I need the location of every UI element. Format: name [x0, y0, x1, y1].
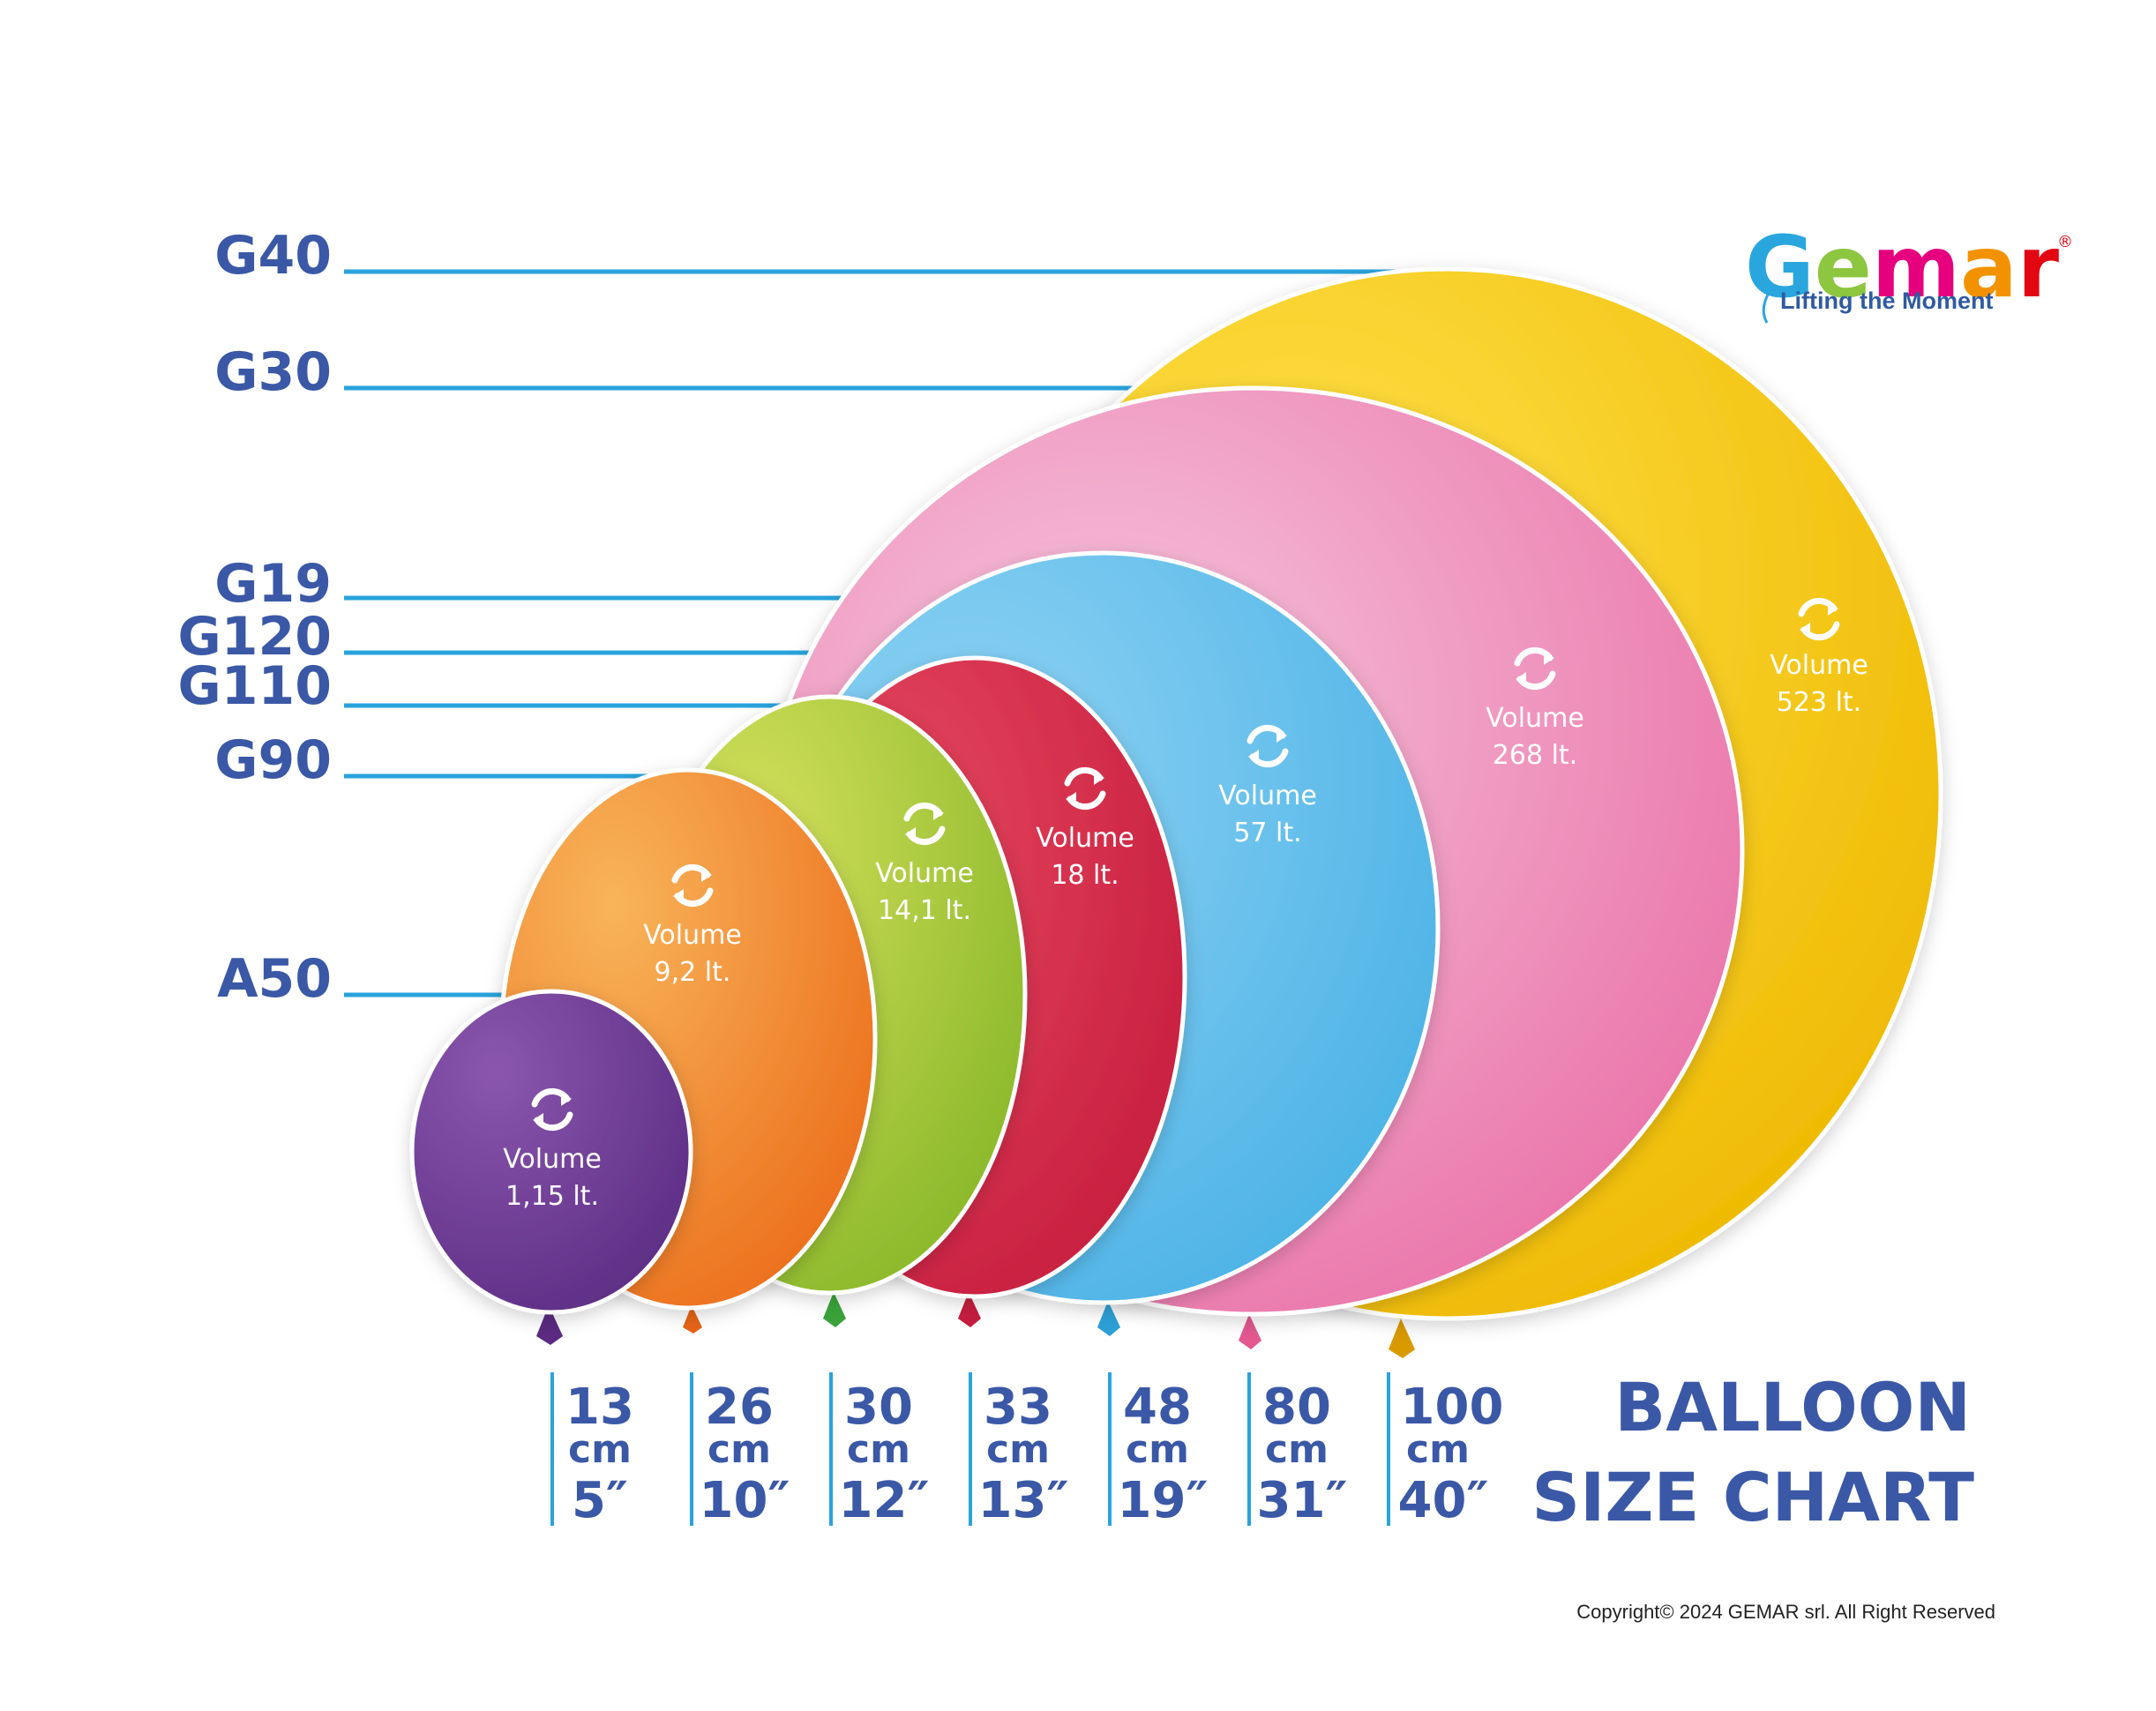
size-label-g110: G110	[178, 655, 333, 717]
volume-badge-g19: Volume 57 lt.	[1218, 728, 1317, 848]
measurement-cm-unit: cm	[1406, 1427, 1470, 1472]
logo-letter: e	[1815, 218, 1872, 317]
measurement-g120: 33 cm 13″	[969, 1372, 1069, 1529]
size-label-g90: G90	[214, 729, 332, 791]
volume-badges: Volume 523 lt. Volume 268 lt. Volume 57 …	[503, 601, 1868, 1212]
volume-badge-g30: Volume 268 lt.	[1486, 650, 1584, 771]
volume-value-g110: 14,1 lt.	[878, 895, 971, 926]
measurement-cm-unit: cm	[568, 1427, 632, 1472]
volume-label: Volume	[1486, 703, 1584, 734]
measurement-g110: 30 cm 12″	[829, 1372, 930, 1529]
logo-wordmark: Gemar	[1745, 218, 2060, 317]
leader-lines	[344, 269, 1447, 997]
title-line-2: SIZE CHART	[1531, 1458, 1974, 1536]
measurement-cm-unit: cm	[986, 1427, 1050, 1472]
balloon-string-icon	[1762, 294, 1770, 324]
balloons	[409, 266, 1943, 1358]
measurement-cm-unit: cm	[707, 1427, 771, 1472]
measurements: 13 cm 5″ 26 cm 10″ 30 cm 12″ 33 cm 13″ 4…	[550, 1372, 1504, 1529]
volume-label: Volume	[1770, 650, 1868, 681]
measurement-cm-value: 48	[1123, 1379, 1192, 1436]
volume-badge-g110: Volume 14,1 lt.	[875, 805, 974, 926]
measurement-inch-value: 13″	[978, 1472, 1069, 1529]
measurement-cm-value: 100	[1401, 1379, 1504, 1436]
measurement-cm-value: 80	[1262, 1379, 1331, 1436]
measurement-cm-value: 26	[705, 1379, 774, 1436]
volume-label: Volume	[1036, 823, 1134, 854]
measurement-cm-unit: cm	[847, 1427, 910, 1472]
title-line-1: BALLOON	[1614, 1368, 1971, 1446]
volume-badge-g90: Volume 9,2 lt.	[643, 867, 742, 988]
volume-value-a50: 1,15 lt.	[505, 1181, 599, 1212]
measurement-cm-value: 33	[984, 1379, 1052, 1436]
volume-value-g120: 18 lt.	[1051, 860, 1119, 891]
size-labels: G40 G30 G19 G120 G110 G90 A50	[178, 225, 333, 1010]
copyright-notice: Copyright© 2024 GEMAR srl. All Right Res…	[1576, 1601, 1995, 1623]
size-label-a50: A50	[217, 948, 332, 1010]
volume-badge-g120: Volume 18 lt.	[1036, 770, 1134, 891]
volume-label: Volume	[1218, 781, 1317, 811]
logo-tagline: Lifting the Moment	[1780, 288, 1993, 314]
size-label-g120: G120	[178, 606, 333, 668]
volume-label: Volume	[503, 1144, 602, 1175]
volume-badge-a50: Volume 1,15 lt.	[503, 1091, 602, 1212]
measurement-inch-value: 10″	[700, 1472, 790, 1529]
size-label-g40: G40	[214, 225, 332, 287]
measurement-g40: 100 cm 40″	[1387, 1372, 1504, 1529]
volume-value-g90: 9,2 lt.	[655, 957, 731, 988]
logo-registered-mark: ®	[2057, 233, 2073, 251]
measurement-g30: 80 cm 31″	[1247, 1372, 1348, 1529]
size-label-g30: G30	[214, 341, 332, 403]
size-label-g19: G19	[214, 553, 332, 615]
balloon-body-a50	[409, 989, 693, 1315]
measurement-cm-unit: cm	[1265, 1427, 1329, 1472]
measurement-cm-value: 30	[844, 1379, 913, 1436]
logo-letter: m	[1872, 218, 1960, 317]
measurement-cm-unit: cm	[1126, 1427, 1189, 1472]
measurement-inch-value: 31″	[1257, 1472, 1348, 1529]
volume-value-g40: 523 lt.	[1777, 687, 1861, 718]
volume-value-g19: 57 lt.	[1233, 818, 1301, 848]
logo-letter: r	[2018, 218, 2060, 317]
volume-label: Volume	[643, 920, 742, 951]
measurement-g19: 48 cm 19″	[1108, 1372, 1209, 1529]
balloon-a50	[409, 989, 693, 1345]
brand-logo: Gemar ® Lifting the Moment	[1745, 218, 2073, 324]
chart-title: BALLOON SIZE CHART	[1531, 1368, 1974, 1536]
logo-letter: G	[1745, 218, 1815, 317]
measurement-cm-value: 13	[565, 1379, 634, 1436]
volume-label: Volume	[875, 858, 974, 889]
measurement-inch-value: 12″	[839, 1472, 930, 1529]
measurement-inch-value: 19″	[1118, 1472, 1209, 1529]
measurement-g90: 26 cm 10″	[690, 1372, 790, 1529]
volume-badge-g40: Volume 523 lt.	[1770, 601, 1868, 718]
measurement-inch-value: 40″	[1398, 1472, 1489, 1529]
logo-letter: a	[1960, 218, 2018, 317]
measurement-inch-value: 5″	[572, 1472, 628, 1529]
measurement-a50: 13 cm 5″	[550, 1372, 634, 1529]
volume-value-g30: 268 lt.	[1493, 740, 1577, 771]
